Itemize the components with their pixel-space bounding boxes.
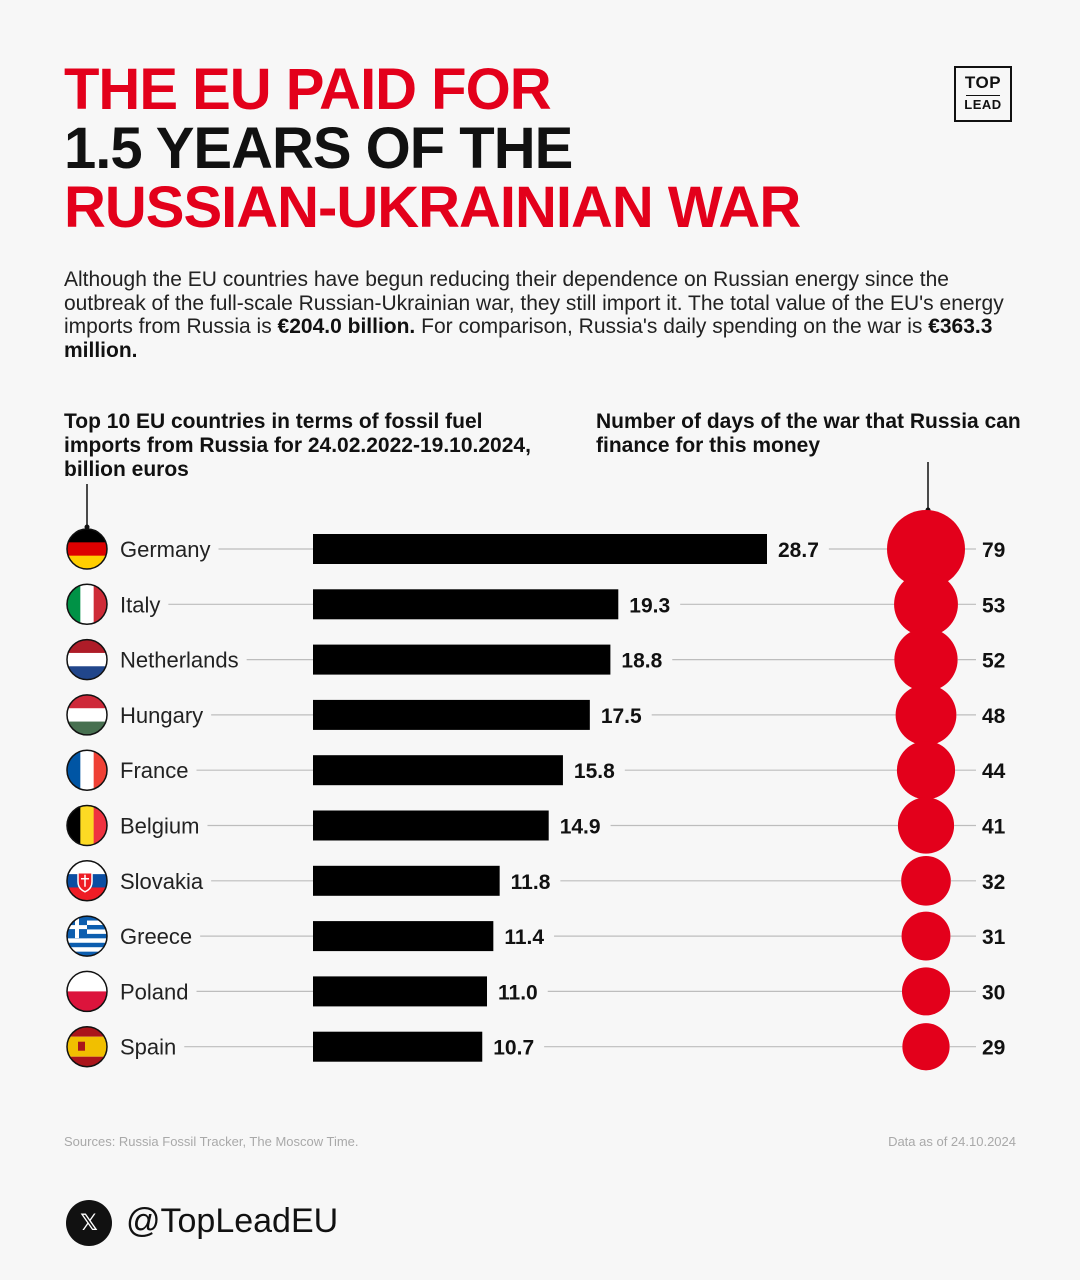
days-value-greece: 31 xyxy=(982,926,1006,949)
country-label-netherlands: Netherlands xyxy=(120,648,239,673)
headline-line-2: 1.5 YEARS OF THE xyxy=(64,116,573,181)
intro-bold-daily: €363.3 million. xyxy=(64,315,993,362)
bar-value-germany: 28.7 xyxy=(778,539,819,562)
bar-value-belgium: 14.9 xyxy=(560,816,601,839)
gr-flag-icon xyxy=(67,916,107,957)
days-circle-italy xyxy=(894,572,958,637)
headline-line-1: THE EU PAID FOR xyxy=(64,57,552,122)
bar-belgium xyxy=(313,810,549,841)
bar-value-hungary: 17.5 xyxy=(601,705,642,728)
top-lead-logo: TOP LEAD xyxy=(954,66,1012,122)
days-circle-netherlands xyxy=(894,627,958,692)
country-label-france: France xyxy=(120,758,188,783)
bar-value-italy: 19.3 xyxy=(629,594,670,617)
bar-spain xyxy=(313,1031,483,1062)
fr-flag-icon-outline xyxy=(66,749,108,791)
bar-hungary xyxy=(313,699,590,730)
es-flag-icon xyxy=(67,1026,107,1067)
bar-value-slovakia: 11.8 xyxy=(511,871,551,894)
country-label-germany: Germany xyxy=(120,537,210,562)
logo-top-text: TOP xyxy=(964,73,1002,92)
logo-divider xyxy=(966,95,1000,96)
days-circle-poland xyxy=(901,967,951,1016)
es-flag-icon-outline xyxy=(66,1025,108,1068)
days-circle-belgium xyxy=(897,797,955,854)
days-circle-germany xyxy=(887,510,965,588)
days-value-germany: 79 xyxy=(982,539,1005,562)
nl-flag-icon-outline xyxy=(66,638,108,681)
country-label-belgium: Belgium xyxy=(120,814,199,839)
sk-flag-icon-outline xyxy=(66,860,108,902)
bar-value-poland: 11.0 xyxy=(498,981,538,1004)
be-flag-icon-outline xyxy=(66,804,108,847)
days-value-france: 44 xyxy=(982,760,1006,783)
days-circle-spain xyxy=(902,1023,950,1071)
bar-italy xyxy=(313,589,619,620)
intro-paragraph: Although the EU countries have begun red… xyxy=(64,268,1024,362)
days-circle-france xyxy=(896,741,956,800)
social-handle[interactable]: @TopLeadEU xyxy=(126,1202,339,1240)
country-label-spain: Spain xyxy=(120,1035,176,1060)
country-label-poland: Poland xyxy=(120,979,189,1004)
right-subtitle: Number of days of the war that Russia ca… xyxy=(596,410,1021,457)
intro-text-1: Although the EU countries have begun red… xyxy=(64,268,1004,338)
bar-france xyxy=(313,755,563,786)
days-circle-hungary xyxy=(895,684,957,746)
days-value-hungary: 48 xyxy=(982,705,1006,728)
bar-value-netherlands: 18.8 xyxy=(621,650,662,673)
bar-value-greece: 11.4 xyxy=(504,926,544,949)
headline: THE EU PAID FOR 1.5 YEARS OF THE RUSSIAN… xyxy=(64,57,801,240)
days-circle-greece xyxy=(901,911,951,961)
days-value-poland: 30 xyxy=(982,981,1005,1004)
left-pointer-dot xyxy=(84,524,90,530)
days-value-slovakia: 32 xyxy=(982,871,1005,894)
country-label-slovakia: Slovakia xyxy=(120,869,204,894)
pl-flag-icon xyxy=(67,971,107,1012)
country-label-italy: Italy xyxy=(120,592,160,617)
country-label-hungary: Hungary xyxy=(120,703,203,728)
bar-greece xyxy=(313,921,494,952)
gr-flag-icon-outline xyxy=(66,915,108,957)
logo-bottom-text: LEAD xyxy=(964,97,1002,112)
pl-flag-icon-outline xyxy=(66,970,108,1013)
country-label-greece: Greece xyxy=(120,924,192,949)
intro-bold-total: €204.0 billion. xyxy=(277,315,416,338)
bar-germany xyxy=(313,534,767,564)
days-value-spain: 29 xyxy=(982,1037,1005,1060)
it-flag-icon-outline xyxy=(66,583,108,626)
headline-line-3: RUSSIAN-UKRAINIAN WAR xyxy=(64,175,801,240)
x-logo-icon[interactable]: 𝕏 xyxy=(66,1200,112,1246)
bar-value-france: 15.8 xyxy=(574,760,615,783)
bar-poland xyxy=(313,976,488,1007)
data-date-note: Data as of 24.10.2024 xyxy=(888,1134,1016,1149)
days-value-netherlands: 52 xyxy=(982,650,1005,673)
bar-netherlands xyxy=(313,644,611,675)
days-value-belgium: 41 xyxy=(982,816,1006,839)
left-subtitle: Top 10 EU countries in terms of fossil f… xyxy=(64,410,531,481)
days-circle-slovakia xyxy=(901,855,951,906)
sources-note: Sources: Russia Fossil Tracker, The Mosc… xyxy=(64,1134,359,1149)
de-flag-icon-outline xyxy=(66,528,108,570)
hu-flag-icon-outline xyxy=(66,694,108,736)
days-value-italy: 53 xyxy=(982,594,1005,617)
intro-text-2: For comparison, Russia's daily spending … xyxy=(415,315,929,338)
bar-value-spain: 10.7 xyxy=(493,1037,534,1060)
bar-slovakia xyxy=(313,865,500,896)
